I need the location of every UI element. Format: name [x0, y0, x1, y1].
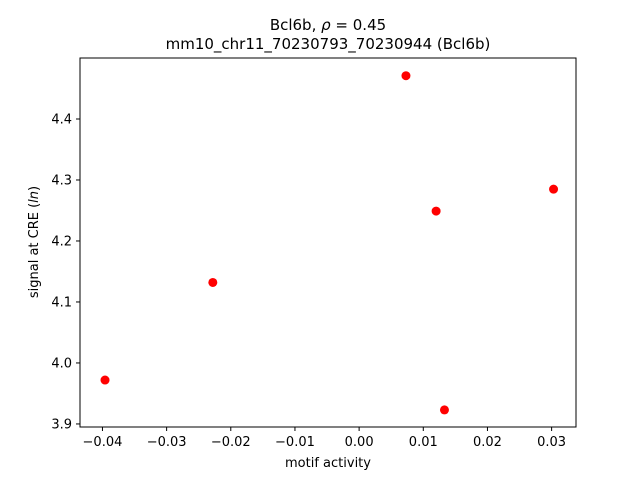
y-tick-label: 4.3: [51, 173, 72, 188]
chart-title: Bcl6b, ρ = 0.45: [270, 16, 386, 34]
y-tick-label: 4.0: [51, 356, 72, 371]
x-tick-label: 0.00: [345, 435, 374, 450]
x-tick-label: 0.03: [537, 435, 566, 450]
plot-area: [79, 57, 577, 428]
y-tick-label: 4.4: [51, 112, 72, 127]
y-tick-label: 4.2: [51, 234, 72, 249]
data-point-1: [208, 277, 218, 287]
y-axis-label: signal at CRE (ln): [27, 186, 42, 298]
data-point-0: [100, 375, 110, 385]
chart-subtitle: mm10_chr11_70230793_70230944 (Bcl6b): [166, 35, 491, 54]
data-points: [100, 71, 559, 415]
x-axis-label: motif activity: [285, 456, 371, 471]
data-point-2: [401, 71, 411, 81]
y-tick-label: 3.9: [51, 417, 72, 432]
rho-symbol: ρ: [321, 16, 331, 34]
x-tick-label: −0.04: [83, 435, 123, 450]
data-point-3: [431, 206, 441, 216]
x-tick-label: −0.01: [275, 435, 315, 450]
x-tick-label: 0.02: [473, 435, 502, 450]
x-tick-label: 0.01: [409, 435, 438, 450]
x-tick-label: −0.03: [147, 435, 187, 450]
y-tick-label: 4.1: [51, 295, 72, 310]
x-axis-ticks: −0.04 −0.03 −0.02 −0.01 0.00 0.01 0.02 0.03: [83, 427, 566, 450]
data-point-4: [439, 405, 449, 415]
x-tick-label: −0.02: [211, 435, 251, 450]
data-point-5: [549, 184, 559, 194]
y-axis-ticks: 3.9 4.0 4.1 4.2 4.3 4.4: [51, 112, 80, 432]
